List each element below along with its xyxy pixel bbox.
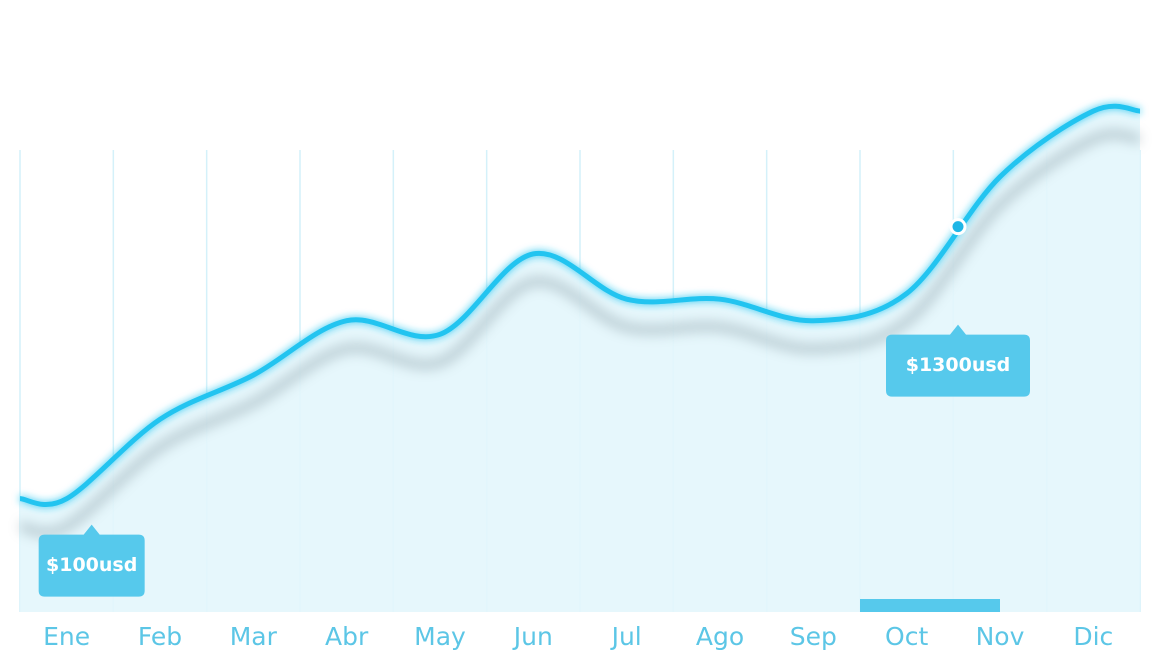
x-tick-label: Ene <box>43 622 90 651</box>
area <box>20 106 1140 612</box>
x-tick-label: Ago <box>696 622 744 651</box>
callout-label: $100usd <box>46 554 137 576</box>
callout <box>38 524 145 597</box>
x-tick-label: Nov <box>976 622 1025 651</box>
callout-label: $1300usd <box>906 354 1011 376</box>
line <box>19 103 1141 507</box>
x-tick-label: Abr <box>325 622 369 651</box>
x-tick-label: May <box>414 622 466 651</box>
x-tick-label: Sep <box>790 622 837 651</box>
x-tick-label: Oct <box>885 622 928 651</box>
x-tick-label: Jun <box>512 622 553 651</box>
x-tick-label: Dic <box>1073 622 1113 651</box>
x-tick-label: Mar <box>230 622 278 651</box>
highlight-bar <box>860 599 1000 612</box>
plot: Ene Feb Mar Abr May Jun Jul Ago Sep Oct Nov Dic $100… <box>19 103 1141 651</box>
line-shadow <box>19 129 1141 538</box>
marker <box>949 218 967 236</box>
callout <box>886 324 1030 397</box>
x-tick-label: Jul <box>610 622 642 651</box>
x-tick-label: Feb <box>138 622 182 651</box>
